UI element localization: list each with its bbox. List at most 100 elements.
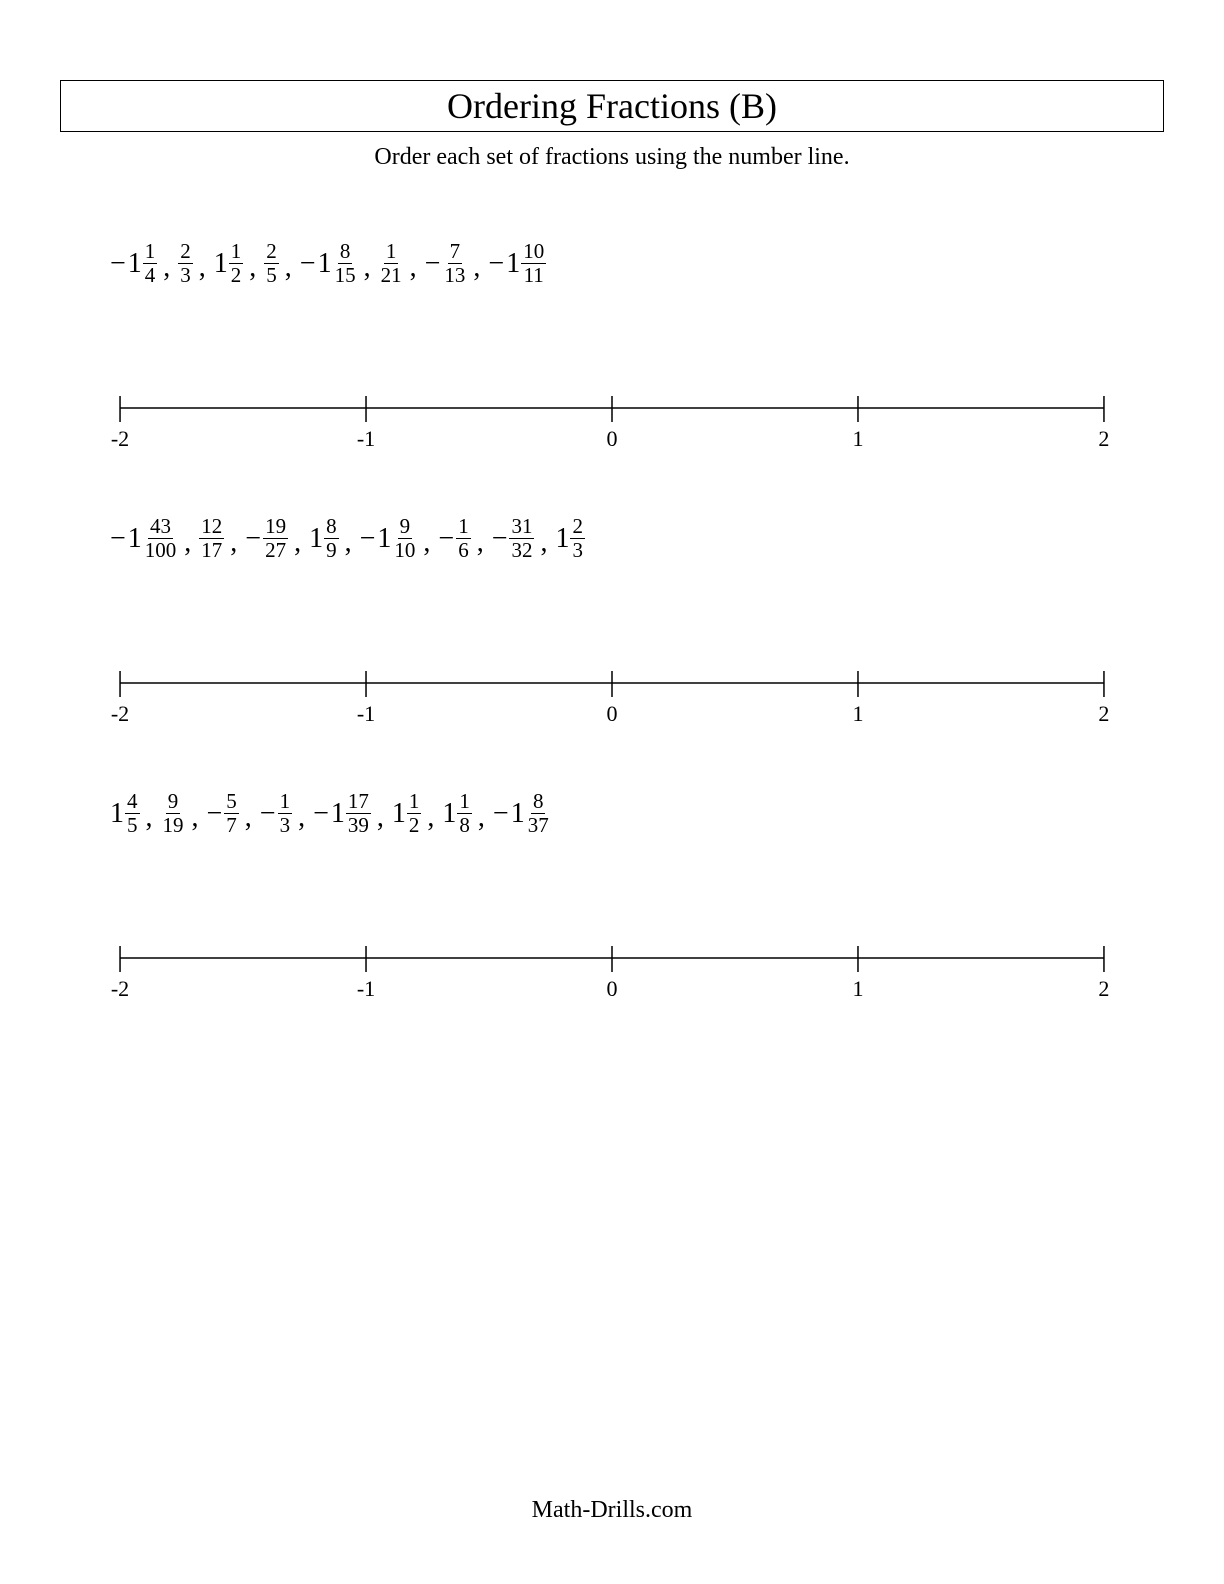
comma: , [298,802,305,836]
fraction-term: −713 [425,241,468,286]
denominator: 2 [229,264,244,286]
fraction: 16 [456,516,471,561]
denominator: 13 [442,264,467,286]
fraction-term: −1910 [360,516,418,561]
denominator: 21 [379,264,404,286]
minus-sign: − [245,523,261,555]
minus-sign: − [360,523,376,555]
comma: , [184,527,191,561]
fraction-term: −1837 [493,791,551,836]
denominator: 15 [333,264,358,286]
fraction: 43100 [143,516,179,561]
minus-sign: − [493,798,509,830]
fraction-term: −16 [438,516,470,561]
denominator: 11 [522,264,546,286]
comma: , [199,252,206,286]
number-line-wrap: -2-1012 [60,946,1164,1066]
svg-text:0: 0 [606,701,617,726]
denominator: 9 [324,539,339,561]
fraction-term: −1815 [300,241,358,286]
comma: , [146,802,153,836]
fraction: 3132 [509,516,534,561]
numerator: 8 [324,516,339,539]
svg-text:-2: -2 [111,976,129,1001]
denominator: 2 [407,814,422,836]
fraction: 14 [143,241,158,286]
problem-2: −143100,1217,−1927,189,−1910,−16,−3132,1… [60,516,1164,561]
denominator: 3 [570,539,585,561]
denominator: 37 [526,814,551,836]
number-line: -2-1012 [110,671,1114,726]
fraction-term: −1927 [245,516,288,561]
fraction: 815 [333,241,358,286]
whole-part: 1 [309,523,323,555]
svg-text:2: 2 [1098,976,1109,1001]
denominator: 19 [161,814,186,836]
fraction: 121 [379,241,404,286]
denominator: 4 [143,264,158,286]
whole-part: 1 [128,523,142,555]
fraction-term: −11739 [313,791,371,836]
fraction: 18 [457,791,472,836]
svg-text:0: 0 [606,426,617,451]
comma: , [294,527,301,561]
numerator: 9 [166,791,181,814]
numerator: 1 [384,241,399,264]
number-line: -2-1012 [110,396,1114,451]
denominator: 5 [264,264,279,286]
denominator: 5 [125,814,140,836]
comma: , [163,252,170,286]
numerator: 1 [278,791,293,814]
fraction: 1739 [346,791,371,836]
denominator: 27 [263,539,288,561]
denominator: 6 [456,539,471,561]
fraction-list: −114,23,112,25,−1815,121,−713,−11011 [110,241,1164,286]
svg-text:-2: -2 [111,701,129,726]
comma: , [377,802,384,836]
numerator: 2 [178,241,193,264]
denominator: 39 [346,814,371,836]
minus-sign: − [260,798,276,830]
svg-text:-2: -2 [111,426,129,451]
numerator: 8 [338,241,353,264]
fraction: 12 [229,241,244,286]
numerator: 19 [263,516,288,539]
comma: , [364,252,371,286]
fraction-list: −143100,1217,−1927,189,−1910,−16,−3132,1… [110,516,1164,561]
fraction: 1217 [199,516,224,561]
minus-sign: − [313,798,329,830]
fraction: 12 [407,791,422,836]
fraction-term: 145 [110,791,140,836]
comma: , [249,252,256,286]
numerator: 9 [398,516,413,539]
denominator: 8 [457,814,472,836]
fraction: 1011 [521,241,546,286]
denominator: 3 [178,264,193,286]
number-line: -2-1012 [110,946,1114,1001]
minus-sign: − [300,248,316,280]
numerator: 43 [148,516,173,539]
numerator: 17 [346,791,371,814]
fraction-term: 118 [442,791,472,836]
title-box: Ordering Fractions (B) [60,80,1164,132]
comma: , [540,527,547,561]
fraction-term: −57 [207,791,239,836]
minus-sign: − [110,523,126,555]
numerator: 10 [521,241,546,264]
fraction-term: −11011 [488,241,546,286]
number-line-wrap: -2-1012 [60,671,1164,791]
minus-sign: − [207,798,223,830]
comma: , [427,802,434,836]
svg-text:2: 2 [1098,701,1109,726]
numerator: 31 [509,516,534,539]
whole-part: 1 [214,248,228,280]
denominator: 10 [392,539,417,561]
numerator: 5 [224,791,239,814]
fraction: 45 [125,791,140,836]
numerator: 1 [143,241,158,264]
fraction-term: 112 [392,791,422,836]
whole-part: 1 [128,248,142,280]
numerator: 1 [457,791,472,814]
comma: , [230,527,237,561]
denominator: 7 [224,814,239,836]
